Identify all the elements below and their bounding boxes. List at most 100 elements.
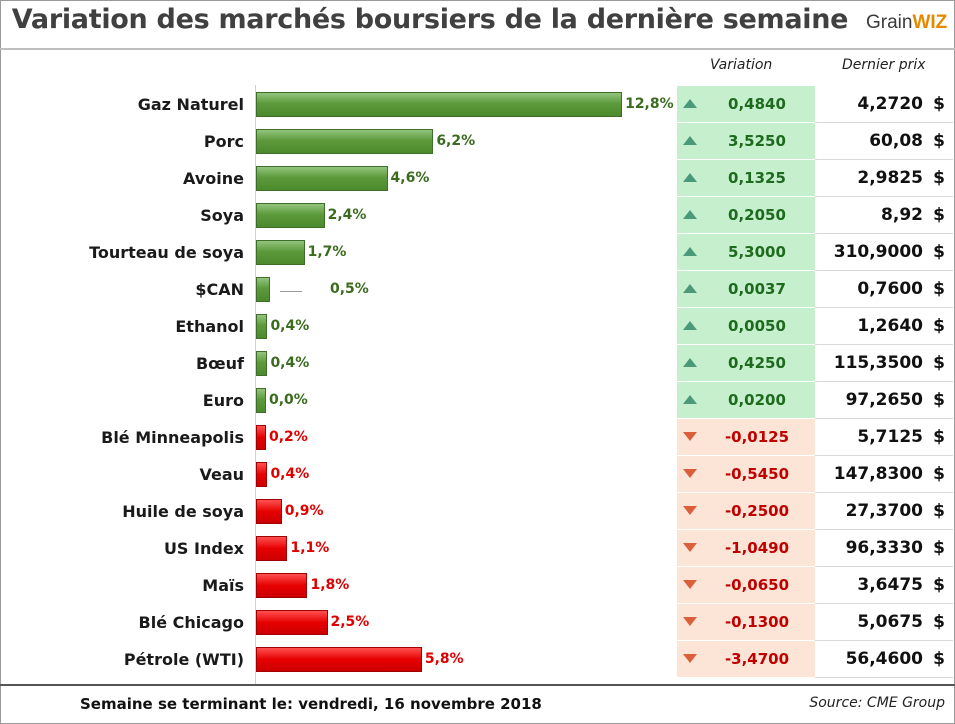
- bar-up: [256, 166, 388, 191]
- price-cell: 56,4600 $: [815, 641, 953, 678]
- triangle-down-icon: [683, 654, 697, 663]
- currency-symbol: $: [933, 316, 945, 336]
- price-cell: 27,3700 $: [815, 493, 953, 530]
- bar-down: [256, 425, 266, 450]
- last-price-value: 60,08: [869, 131, 923, 151]
- bar-up: [256, 203, 325, 228]
- variation-cell: -1,0490: [677, 530, 815, 567]
- currency-symbol: $: [933, 131, 945, 151]
- bar-down: [256, 536, 288, 561]
- last-price-value: 8,92: [881, 205, 923, 225]
- triangle-up-icon: [683, 284, 697, 293]
- variation-value: -0,0650: [724, 576, 790, 594]
- variation-value: 0,0200: [728, 391, 786, 409]
- category-label: Blé Chicago: [138, 613, 244, 632]
- value-label: 1,7%: [307, 244, 347, 260]
- bar-down: [256, 647, 422, 672]
- value-label: 0,0%: [269, 392, 308, 408]
- footer: Semaine se terminant le: vendredi, 16 no…: [0, 684, 955, 724]
- variation-cell: -0,5450: [677, 456, 815, 493]
- price-cell: 96,3330 $: [815, 530, 953, 567]
- last-price-value: 96,3330: [845, 538, 923, 558]
- variation-cell: 0,0050: [677, 308, 815, 345]
- bar-down: [256, 499, 282, 524]
- last-price-value: 3,6475: [857, 575, 923, 595]
- variation-cell: -0,0125: [677, 419, 815, 456]
- variation-value: -3,4700: [724, 650, 790, 668]
- currency-symbol: $: [933, 353, 945, 373]
- variation-value: 0,0037: [728, 280, 786, 298]
- price-cell: 97,2650 $: [815, 382, 953, 419]
- triangle-down-icon: [683, 432, 697, 441]
- triangle-down-icon: [683, 580, 697, 589]
- triangle-up-icon: [683, 321, 697, 330]
- value-label: 0,9%: [284, 503, 324, 519]
- category-label: Soya: [200, 206, 244, 225]
- value-label: 0,4%: [270, 318, 310, 334]
- variation-cell: 0,2050: [677, 197, 815, 234]
- bar-up: [256, 351, 268, 376]
- last-price-value: 97,2650: [845, 390, 923, 410]
- triangle-down-icon: [683, 506, 697, 515]
- value-label: 12,8%: [625, 96, 674, 112]
- price-cell: 147,8300 $: [815, 456, 953, 493]
- value-label: 0,2%: [269, 429, 308, 445]
- price-cell: 310,9000 $: [815, 234, 953, 271]
- price-cell: 1,2640 $: [815, 308, 953, 345]
- price-cell: 5,7125 $: [815, 419, 953, 456]
- last-price-value: 1,2640: [857, 316, 923, 336]
- price-cell: 3,6475 $: [815, 567, 953, 604]
- last-price-value: 4,2720: [857, 94, 923, 114]
- last-price-value: 2,9825: [857, 168, 923, 188]
- variation-value: 0,1325: [728, 169, 786, 187]
- variation-cell: 0,4250: [677, 345, 815, 382]
- category-label: Maïs: [202, 576, 244, 595]
- triangle-up-icon: [683, 136, 697, 145]
- last-price-value: 0,7600: [857, 279, 923, 299]
- variation-value: 0,4250: [728, 354, 786, 372]
- bar-up: [256, 92, 623, 117]
- price-cell: 115,3500 $: [815, 345, 953, 382]
- variation-cell: 0,0200: [677, 382, 815, 419]
- category-label: Euro: [202, 391, 244, 410]
- variation-cell: -0,2500: [677, 493, 815, 530]
- triangle-down-icon: [683, 469, 697, 478]
- bar-up: [256, 240, 305, 265]
- variation-value: 3,5250: [728, 132, 786, 150]
- category-label: Ethanol: [175, 317, 244, 336]
- value-label: 4,6%: [390, 170, 430, 186]
- last-price-value: 147,8300: [833, 464, 923, 484]
- currency-symbol: $: [933, 168, 945, 188]
- category-label: Porc: [203, 132, 244, 151]
- category-label: Blé Minneapolis: [101, 428, 244, 447]
- currency-symbol: $: [933, 464, 945, 484]
- title-divider: [0, 48, 955, 50]
- value-label: 5,8%: [424, 651, 464, 667]
- variation-cell: -0,1300: [677, 604, 815, 641]
- price-cell: 0,7600 $: [815, 271, 953, 308]
- currency-symbol: $: [933, 279, 945, 299]
- variation-value: -0,5450: [724, 465, 790, 483]
- category-label: US Index: [163, 539, 244, 558]
- currency-symbol: $: [933, 649, 945, 669]
- currency-symbol: $: [933, 242, 945, 262]
- triangle-up-icon: [683, 247, 697, 256]
- variation-cell: 0,4840: [677, 86, 815, 123]
- currency-symbol: $: [933, 501, 945, 521]
- value-label: 1,1%: [290, 540, 330, 556]
- last-price-value: 5,0675: [857, 612, 923, 632]
- bar-down: [256, 462, 268, 487]
- currency-symbol: $: [933, 538, 945, 558]
- variation-value: -1,0490: [724, 539, 790, 557]
- value-label: 1,8%: [310, 577, 350, 593]
- price-cell: 60,08 $: [815, 123, 953, 160]
- logo-text-wiz: WIZ: [912, 12, 948, 33]
- week-ending-note: Semaine se terminant le: vendredi, 16 no…: [80, 695, 542, 713]
- variation-value: 0,4840: [728, 95, 786, 113]
- currency-symbol: $: [933, 390, 945, 410]
- value-label: 2,4%: [327, 207, 367, 223]
- variation-cell: 0,0037: [677, 271, 815, 308]
- category-label: $CAN: [195, 280, 244, 299]
- last-price-value: 310,9000: [833, 242, 923, 262]
- variation-cell: -3,4700: [677, 641, 815, 678]
